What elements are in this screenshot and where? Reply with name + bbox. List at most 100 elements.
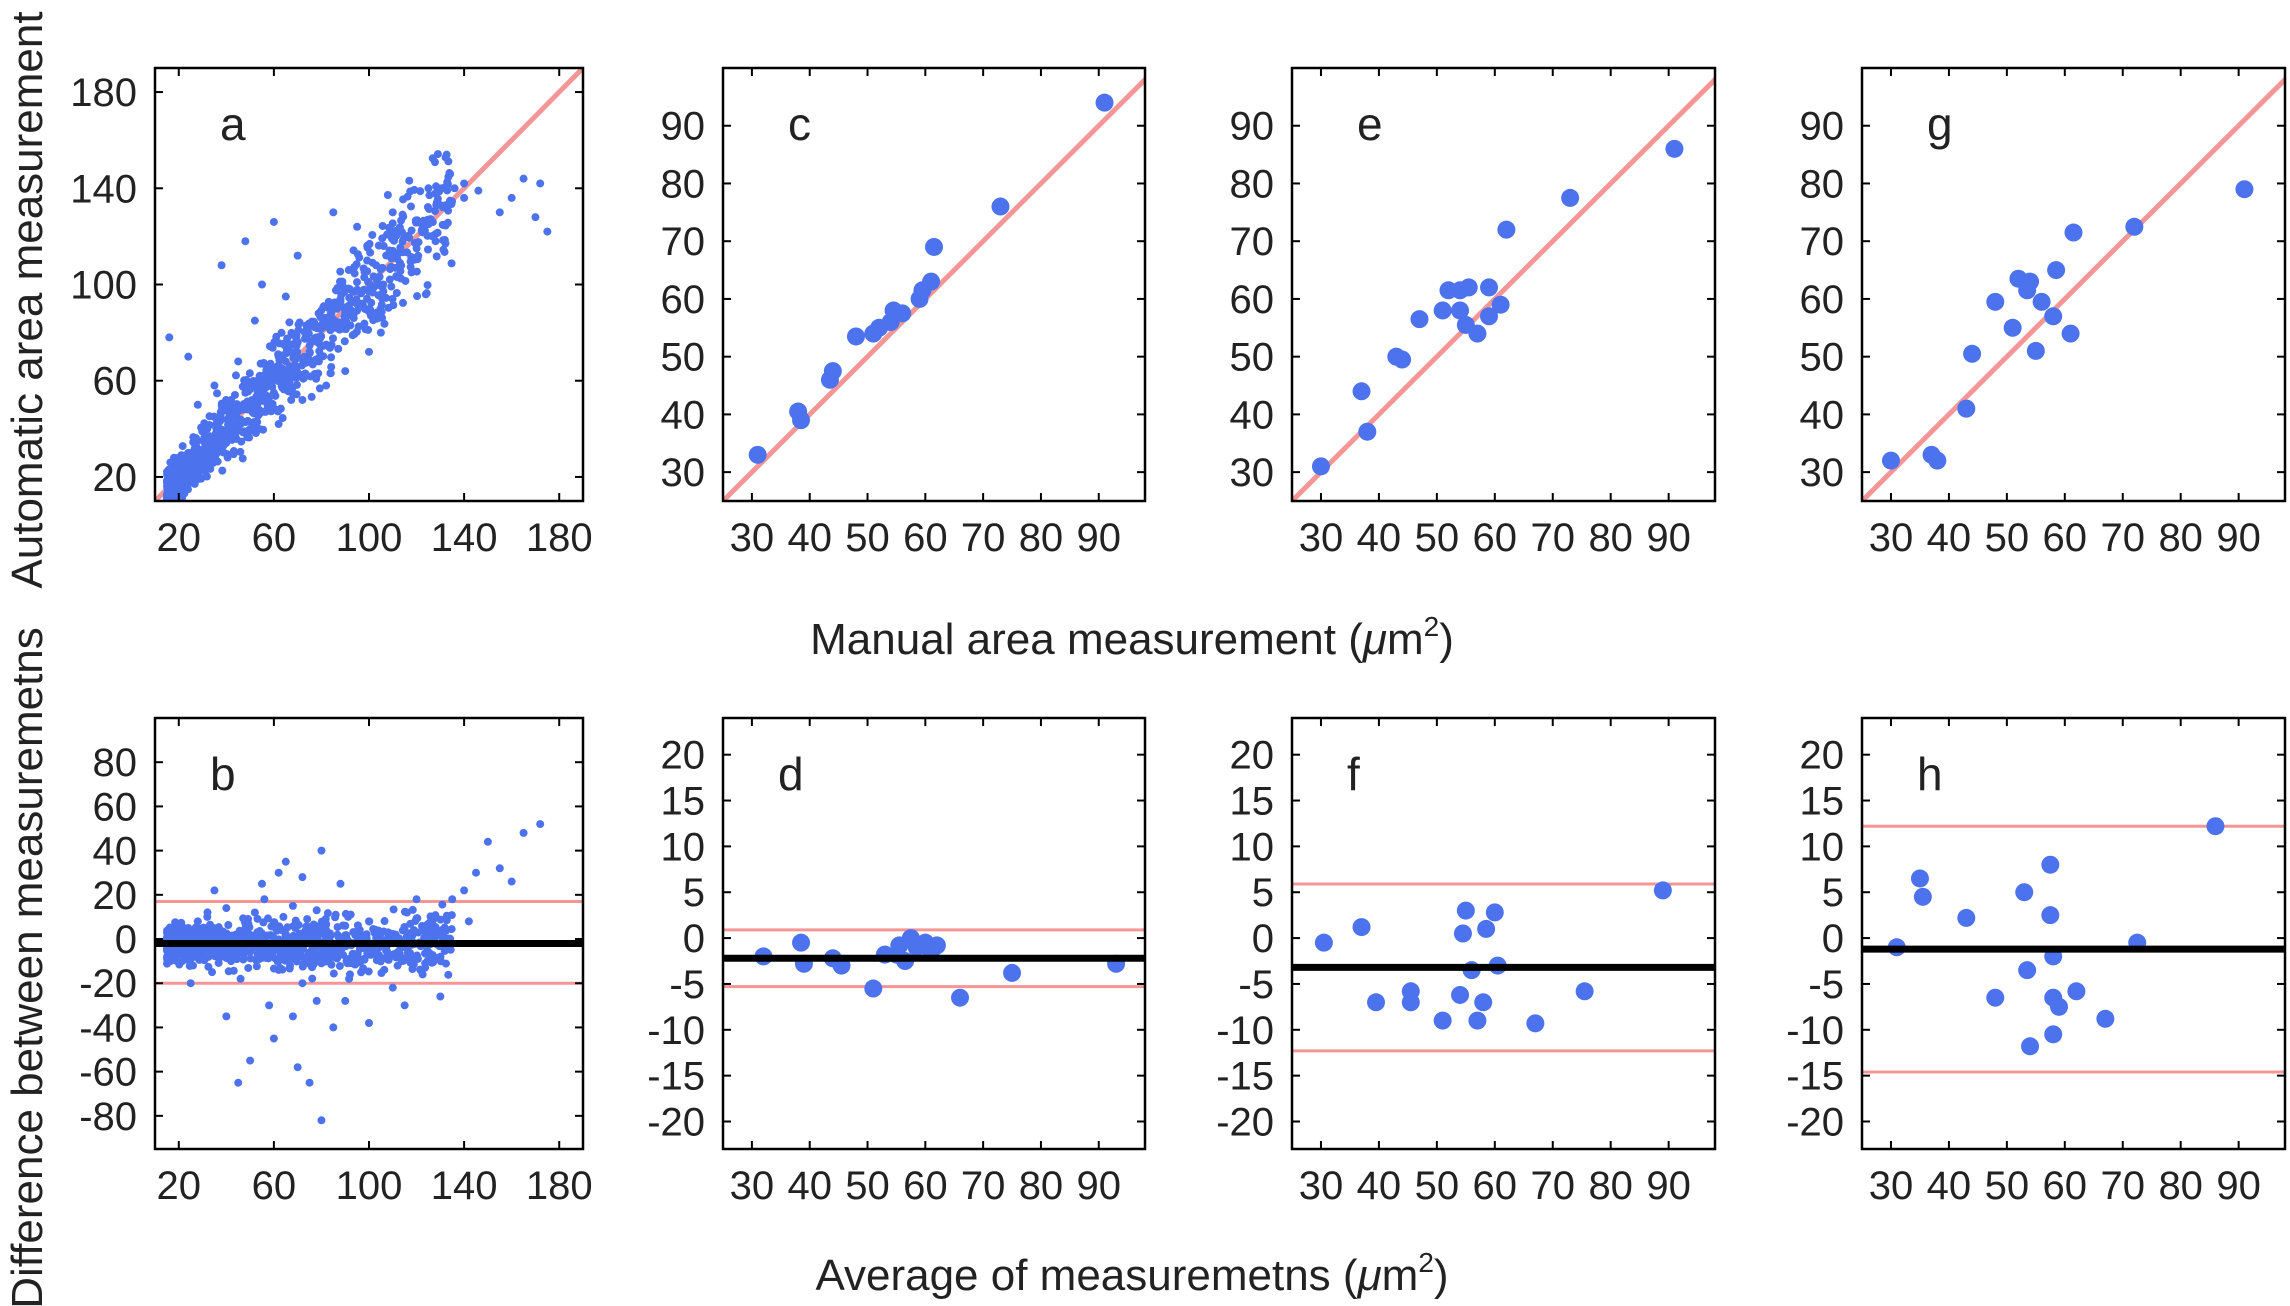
data-point <box>1491 295 1510 314</box>
panel-a: 20 60 100 140 180 20 60 100 140 180 a <box>70 66 593 560</box>
x-tick-label: 40 <box>787 1164 832 1208</box>
x-tick-label: 30 <box>1869 1164 1914 1208</box>
x-tick-label: 40 <box>787 516 832 560</box>
data-point <box>193 400 202 409</box>
panel-label-e: e <box>1357 98 1383 150</box>
x-tick-label: 60 <box>252 516 297 560</box>
y-tick-label: 60 <box>661 278 706 322</box>
data-point <box>1928 451 1947 470</box>
data-point <box>341 367 350 376</box>
data-point <box>428 218 437 227</box>
data-point <box>340 287 349 296</box>
data-point <box>407 268 416 277</box>
data-point <box>291 916 300 925</box>
x-tick-label: 90 <box>1077 516 1122 560</box>
x-tick-label: 60 <box>903 516 948 560</box>
data-point <box>414 251 423 260</box>
data-point <box>253 914 262 923</box>
data-point <box>302 326 311 335</box>
data-point <box>237 402 246 411</box>
data-point <box>434 930 443 939</box>
data-point <box>2032 292 2051 311</box>
y-tick-label: 20 <box>93 456 138 500</box>
top-x-axis-title-unit: m <box>1387 615 1424 664</box>
data-point <box>1095 93 1114 112</box>
x-tick-label: 20 <box>157 516 202 560</box>
data-point <box>203 908 212 917</box>
plot-area-g <box>1862 76 2285 501</box>
data-point <box>239 914 248 923</box>
data-point <box>281 857 290 866</box>
x-tick-label: 50 <box>845 1164 890 1208</box>
x-tick-label: 40 <box>1357 1164 1402 1208</box>
y-tick-label: -40 <box>79 1006 137 1050</box>
y-tick-label: -80 <box>79 1095 137 1139</box>
data-point <box>369 272 378 281</box>
data-point <box>352 295 361 304</box>
y-tick-label: 70 <box>1800 220 1845 264</box>
data-point <box>1453 924 1472 943</box>
y-tick-label: -20 <box>647 1100 705 1144</box>
data-point <box>199 436 208 445</box>
data-point <box>213 430 222 439</box>
data-point <box>379 242 388 251</box>
data-point <box>2044 307 2063 326</box>
data-point <box>536 179 545 188</box>
data-point <box>317 1116 326 1125</box>
data-point <box>308 974 317 983</box>
data-point <box>748 445 767 464</box>
data-point <box>353 250 362 259</box>
y-tick-label: -20 <box>1216 1100 1274 1144</box>
data-point <box>350 262 359 271</box>
top-x-axis-title-end: ) <box>1439 615 1454 664</box>
data-point <box>1433 1011 1452 1030</box>
data-point <box>439 245 448 254</box>
data-point <box>495 208 504 217</box>
data-point <box>303 353 312 362</box>
data-point <box>308 360 317 369</box>
x-tick-label: 40 <box>1927 516 1972 560</box>
data-point <box>421 290 430 299</box>
data-point <box>388 294 397 303</box>
data-point <box>392 289 401 298</box>
data-point <box>360 319 369 328</box>
data-point <box>464 917 473 926</box>
axes-frame-e <box>1290 66 1717 503</box>
data-point <box>425 949 434 958</box>
data-point <box>483 837 492 846</box>
data-point <box>405 233 414 242</box>
data-point <box>333 930 342 939</box>
x-tick-label: 50 <box>1415 1164 1460 1208</box>
x-tick-label: 30 <box>1299 516 1344 560</box>
data-point <box>893 304 912 323</box>
y-tick-label: 0 <box>1822 917 1844 961</box>
x-tick-label: 30 <box>1299 1164 1344 1208</box>
data-point <box>298 395 307 404</box>
data-point <box>221 437 230 446</box>
data-point <box>308 336 317 345</box>
top-x-axis-title-mu: μ <box>1362 615 1387 664</box>
data-point <box>258 879 266 888</box>
data-point <box>283 923 292 932</box>
data-point <box>317 846 326 855</box>
data-point <box>274 420 283 429</box>
data-point <box>495 864 504 873</box>
data-point <box>165 333 174 342</box>
data-point <box>823 362 842 381</box>
data-point <box>395 223 404 232</box>
data-point <box>1485 903 1504 922</box>
data-point <box>188 450 197 459</box>
data-point <box>186 979 195 988</box>
x-tick-label: 60 <box>1473 516 1518 560</box>
data-point <box>1957 399 1976 418</box>
x-tick-label: 90 <box>1646 1164 1691 1208</box>
data-point <box>234 1078 243 1087</box>
data-point <box>238 454 247 463</box>
bottom-x-axis-title-unit: m <box>1382 1251 1419 1300</box>
data-point <box>363 256 372 265</box>
data-point <box>310 948 319 957</box>
data-point <box>295 929 304 938</box>
data-point <box>424 184 433 193</box>
